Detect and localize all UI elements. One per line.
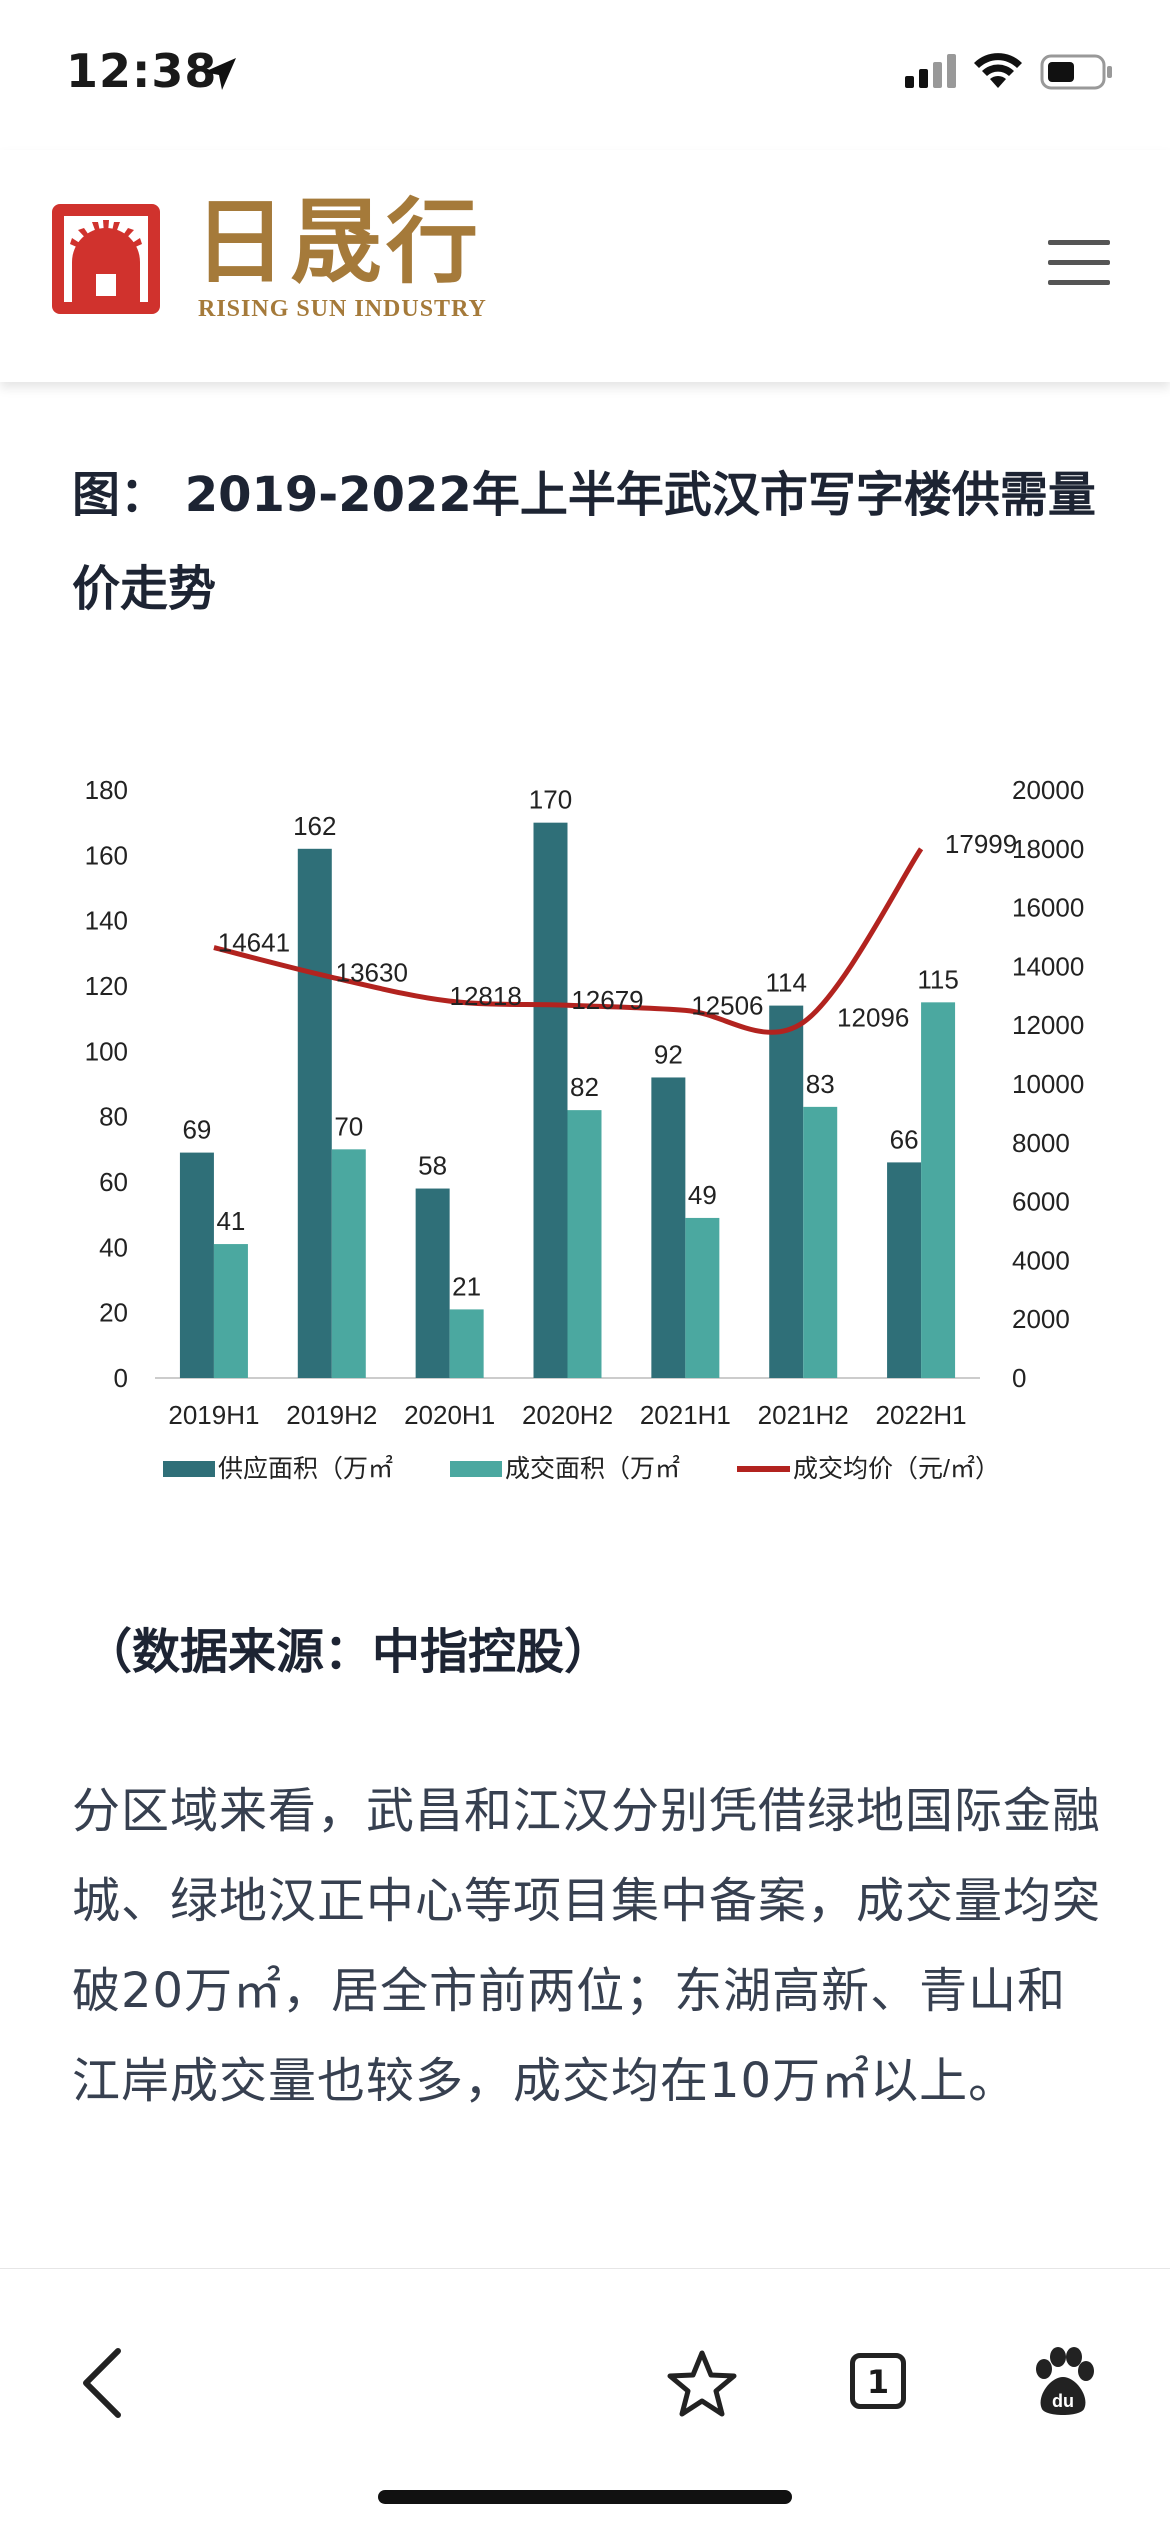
supply-data-label: 114	[765, 968, 806, 998]
location-arrow-icon	[204, 58, 236, 90]
x-tick-label: 2020H1	[404, 1400, 495, 1430]
menu-icon[interactable]	[1048, 240, 1110, 286]
y-right-tick-label: 18000	[1012, 834, 1084, 864]
y-left-tick-label: 40	[99, 1232, 128, 1262]
y-right-tick-label: 2000	[1012, 1304, 1070, 1334]
cellular-signal-icon	[905, 54, 956, 88]
supply-data-label: 58	[418, 1151, 447, 1181]
y-right-tick-label: 10000	[1012, 1069, 1084, 1099]
svg-text:du: du	[1052, 2391, 1074, 2411]
y-right-tick-label: 16000	[1012, 893, 1084, 923]
legend-label-transaction: 成交面积（万㎡	[505, 1455, 680, 1483]
supply-data-label: 92	[654, 1039, 683, 1069]
x-tick-label: 2019H2	[286, 1400, 377, 1430]
supply-data-label: 66	[890, 1124, 919, 1154]
y-left-tick-label: 80	[99, 1102, 128, 1132]
y-right-tick-label: 14000	[1012, 951, 1084, 981]
price-data-label: 14641	[218, 928, 290, 958]
transaction-data-label: 115	[917, 964, 958, 994]
x-tick-label: 2019H1	[168, 1400, 259, 1430]
battery-icon	[1040, 54, 1112, 90]
supply-data-label: 69	[182, 1115, 211, 1145]
price-data-label: 12679	[571, 985, 643, 1015]
y-right-tick-label: 6000	[1012, 1187, 1070, 1217]
price-data-label: 12096	[837, 1002, 909, 1032]
legend-label-price: 成交均价（元/㎡）	[793, 1455, 1000, 1483]
browser-toolbar: 1 du	[0, 2268, 1170, 2533]
bookmark-star-icon[interactable]	[666, 2349, 738, 2419]
transaction-data-label: 83	[806, 1069, 835, 1099]
figure-title: 图： 2019-2022年上半年武汉市写字楼供需量价走势	[72, 467, 1096, 617]
y-right-tick-label: 8000	[1012, 1128, 1070, 1158]
baidu-paw-icon[interactable]: du	[1030, 2347, 1096, 2417]
y-left-tick-label: 0	[114, 1363, 128, 1393]
transaction-bar	[213, 1244, 248, 1378]
status-time: 12:38	[66, 44, 218, 98]
y-right-tick-label: 4000	[1012, 1245, 1070, 1275]
price-data-label: 12818	[449, 981, 521, 1011]
y-left-tick-label: 100	[85, 1036, 128, 1066]
wifi-icon	[974, 53, 1022, 88]
transaction-data-label: 49	[688, 1180, 717, 1210]
y-right-tick-label: 20000	[1012, 775, 1084, 805]
price-data-label: 12506	[691, 990, 763, 1020]
transaction-bar	[449, 1309, 484, 1378]
y-left-tick-label: 160	[85, 840, 128, 870]
rising-sun-logo-icon[interactable]	[48, 200, 164, 318]
transaction-bar	[921, 1002, 956, 1378]
legend-swatch-transaction	[450, 1461, 502, 1477]
home-indicator	[378, 2490, 792, 2504]
transaction-data-label: 41	[216, 1206, 245, 1236]
transaction-data-label: 82	[570, 1072, 599, 1102]
y-left-tick-label: 60	[99, 1167, 128, 1197]
supply-data-label: 162	[293, 811, 336, 841]
back-arrow-icon[interactable]	[80, 2347, 124, 2419]
y-left-tick-label: 20	[99, 1298, 128, 1328]
price-data-label: 17999	[945, 829, 1017, 859]
site-header: 日晟行 RISING SUN INDUSTRY	[0, 150, 1170, 382]
supply-bar	[651, 1077, 686, 1378]
y-left-tick-label: 120	[85, 971, 128, 1001]
y-left-tick-label: 140	[85, 906, 128, 936]
y-right-tick-label: 12000	[1012, 1010, 1084, 1040]
y-left-tick-label: 180	[85, 775, 128, 805]
price-line	[213, 847, 924, 1035]
supply-data-label: 170	[529, 785, 572, 815]
transaction-bar	[567, 1110, 602, 1378]
supply-bar	[179, 1152, 214, 1378]
x-tick-label: 2021H2	[758, 1400, 849, 1430]
y-right-tick-label: 0	[1012, 1363, 1026, 1393]
brand-name-en: RISING SUN INDUSTRY	[198, 296, 487, 322]
transaction-bar	[331, 1149, 366, 1378]
transaction-bar	[685, 1217, 720, 1378]
status-bar: 12:38	[0, 0, 1170, 150]
supply-bar	[533, 822, 568, 1378]
brand-name-cn: 日晟行	[194, 188, 483, 296]
x-tick-label: 2021H1	[640, 1400, 731, 1430]
transaction-bar	[803, 1106, 838, 1378]
data-source-note: （数据来源：中指控股）	[84, 1624, 613, 1680]
transaction-data-label: 70	[334, 1111, 363, 1141]
supply-bar	[769, 1005, 804, 1378]
legend-swatch-supply	[163, 1461, 215, 1477]
transaction-data-label: 21	[452, 1271, 481, 1301]
supply-demand-price-chart: 0 20 40 60 80 100 120 140 160 180 0 2000 4000 6000 800…	[85, 775, 1085, 1483]
supply-bar	[887, 1162, 922, 1378]
supply-bar	[297, 848, 332, 1378]
legend-label-supply: 供应面积（万㎡	[218, 1455, 393, 1483]
tabs-count-button[interactable]: 1	[850, 2353, 906, 2409]
article-paragraph: 分区域来看，武昌和江汉分别凭借绿地国际金融城、绿地汉正中心等项目集中备案，成交量…	[72, 1783, 1102, 2109]
price-data-label: 13630	[336, 957, 408, 987]
x-tick-label: 2020H2	[522, 1400, 613, 1430]
x-tick-label: 2022H1	[876, 1400, 967, 1430]
supply-bar	[415, 1188, 450, 1378]
